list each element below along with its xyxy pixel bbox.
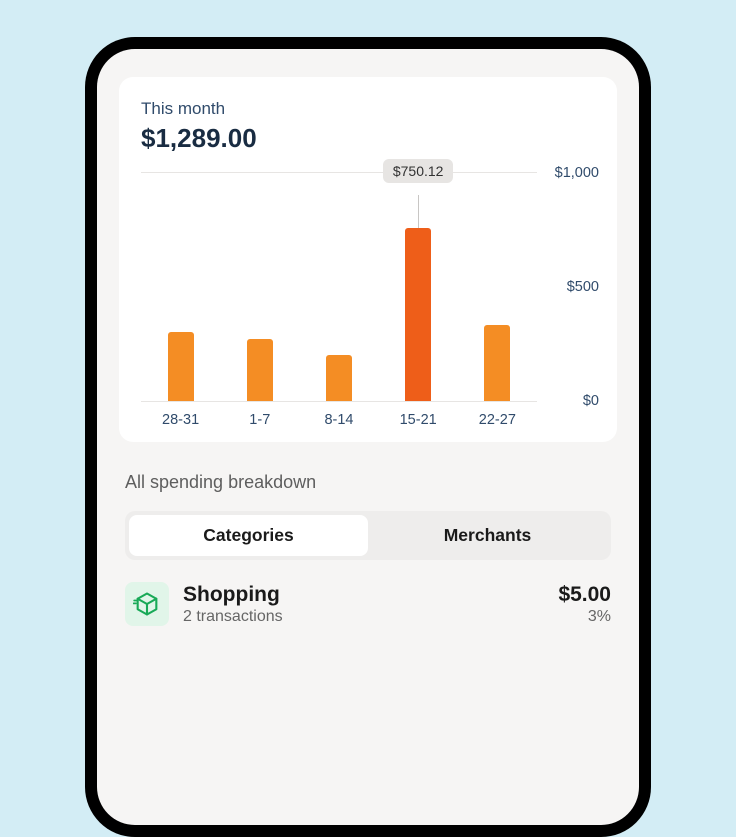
chart-bar-slot[interactable]: $750.12	[379, 195, 458, 401]
category-amount-block: $5.003%	[558, 583, 611, 626]
category-name: Shopping	[183, 583, 558, 607]
chart-bar[interactable]	[405, 228, 431, 401]
chart-bar[interactable]	[168, 332, 194, 401]
tab-merchants[interactable]: Merchants	[368, 515, 607, 556]
summary-period-label: This month	[141, 99, 603, 119]
x-tick-label: 8-14	[299, 412, 378, 428]
category-amount: $5.00	[558, 583, 611, 607]
x-tick-label: 22-27	[458, 412, 537, 428]
chart-tooltip-connector	[418, 195, 419, 228]
chart-bars-row: $750.12	[141, 173, 537, 401]
chart-bar[interactable]	[247, 339, 273, 401]
chart-plot-inner: $750.12	[141, 172, 537, 402]
chart-bar-slot[interactable]	[299, 355, 378, 401]
chart-tooltip: $750.12	[383, 159, 454, 183]
summary-amount: $1,289.00	[141, 123, 603, 154]
tab-categories[interactable]: Categories	[129, 515, 368, 556]
chart-bar-slot[interactable]	[458, 325, 537, 401]
category-percent: 3%	[558, 608, 611, 626]
chart-x-labels: 28-311-78-1415-2122-27	[141, 412, 537, 428]
x-tick-label: 1-7	[220, 412, 299, 428]
chart-plot: $750.12 28-311-78-1415-2122-27	[141, 172, 537, 428]
chart-bar-slot[interactable]	[220, 339, 299, 401]
chart-bar-slot[interactable]	[141, 332, 220, 401]
spending-chart-card: This month $1,289.00 $750.12 28-311-78-1…	[119, 77, 617, 442]
chart-area: $750.12 28-311-78-1415-2122-27 $1,000$50…	[141, 172, 603, 428]
chart-bar[interactable]	[326, 355, 352, 401]
y-tick-label: $0	[583, 393, 599, 409]
category-transactions: 2 transactions	[183, 608, 558, 626]
breakdown-title: All spending breakdown	[125, 472, 617, 493]
y-tick-label: $1,000	[555, 165, 599, 181]
chart-bar[interactable]	[484, 325, 510, 401]
breakdown-tabs: Categories Merchants	[125, 511, 611, 560]
phone-screen: This month $1,289.00 $750.12 28-311-78-1…	[97, 49, 639, 825]
y-tick-label: $500	[567, 279, 599, 295]
package-icon	[125, 582, 169, 626]
category-text: Shopping2 transactions	[183, 583, 558, 626]
category-row[interactable]: Shopping2 transactions$5.003%	[125, 582, 611, 626]
x-tick-label: 15-21	[379, 412, 458, 428]
categories-list: Shopping2 transactions$5.003%	[119, 582, 617, 626]
x-tick-label: 28-31	[141, 412, 220, 428]
phone-frame: This month $1,289.00 $750.12 28-311-78-1…	[85, 37, 651, 837]
chart-y-axis: $1,000$500$0	[537, 172, 603, 402]
